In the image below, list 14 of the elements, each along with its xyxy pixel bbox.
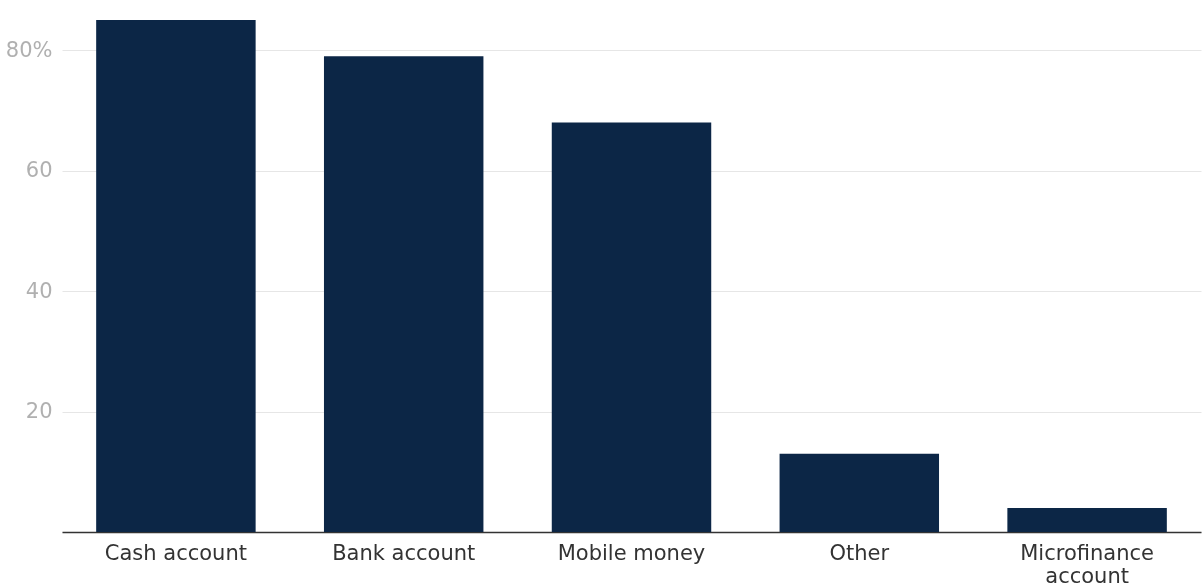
x-tick-label: Other [829,540,890,565]
x-tick-label: Cash account [104,540,247,565]
bar [551,122,712,532]
x-tick-label: Bank account [332,540,476,565]
x-tick-label: Mobile money [557,540,706,565]
bar [323,56,484,532]
y-tick-label: 80% [5,37,53,62]
y-tick-label: 60 [25,158,53,183]
bar [779,453,940,532]
bar [1007,507,1167,532]
bar [96,20,256,532]
y-tick-label: 20 [25,399,53,424]
y-tick-label: 40 [25,278,53,303]
x-tick-label: Microfinance account [1020,540,1154,588]
